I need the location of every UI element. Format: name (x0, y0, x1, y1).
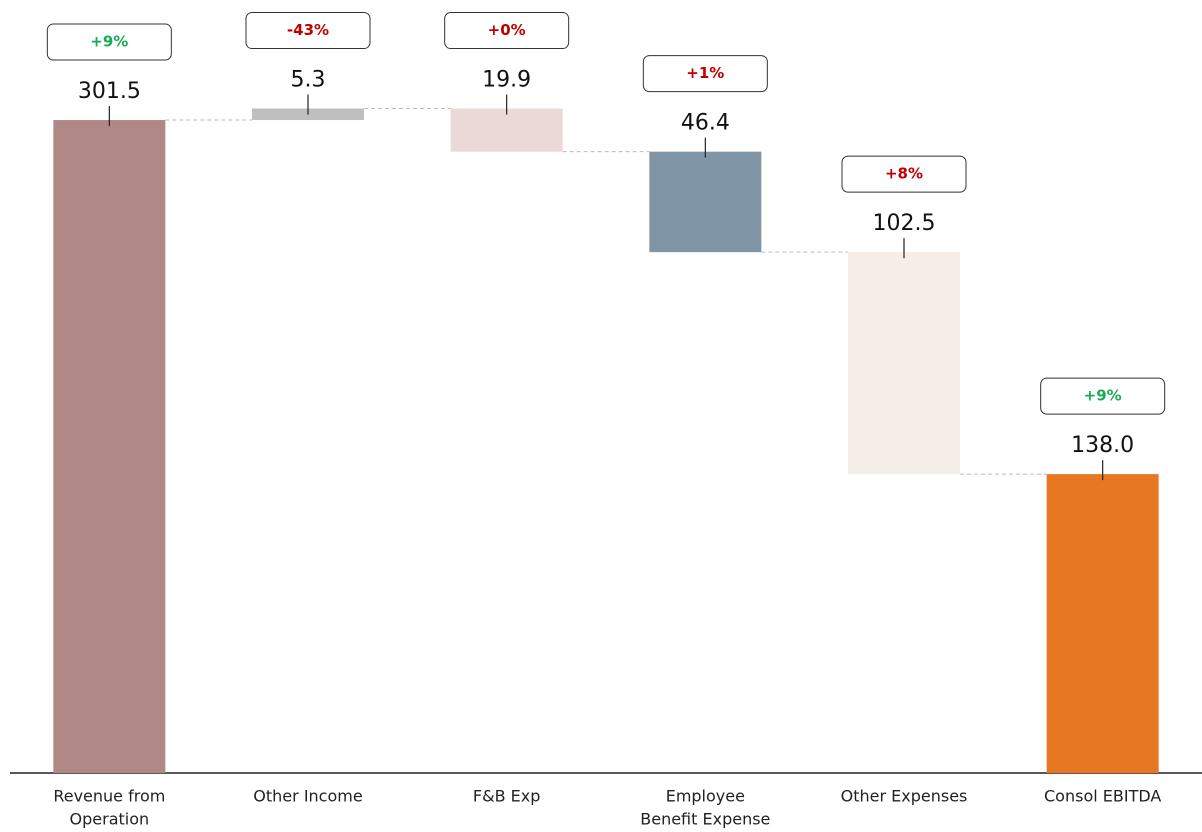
x-tick-label: Other Income (253, 787, 362, 806)
bar (848, 252, 960, 475)
x-tick-label: Revenue from (53, 787, 165, 806)
x-tick-label: F&B Exp (473, 787, 540, 806)
x-tick-label: Consol EBITDA (1044, 787, 1161, 806)
value-label: 102.5 (873, 211, 936, 236)
value-label: 46.4 (681, 111, 730, 136)
change-label: +8% (885, 165, 923, 183)
x-tick-label: Operation (70, 810, 150, 829)
change-badge (841, 155, 967, 193)
change-badge (46, 23, 172, 61)
bar (53, 120, 166, 774)
change-label: +1% (686, 64, 724, 82)
change-label: +9% (1084, 387, 1122, 405)
value-label: 138.0 (1071, 433, 1134, 458)
change-label: +9% (90, 33, 128, 51)
change-label: -43% (287, 21, 329, 39)
change-badge (444, 12, 570, 50)
change-badge (245, 12, 371, 50)
value-label: 19.9 (482, 68, 531, 93)
bar (450, 108, 563, 152)
change-badge (642, 55, 768, 93)
bar (649, 151, 762, 253)
bar (1046, 474, 1159, 773)
value-label: 5.3 (291, 68, 326, 93)
x-tick-label: Other Expenses (841, 787, 968, 806)
change-badge (1040, 377, 1166, 415)
x-tick-label: Employee (666, 787, 745, 806)
x-tick-label: Benefit Expense (640, 810, 770, 829)
change-label: +0% (488, 21, 526, 39)
value-label: 301.5 (78, 79, 141, 104)
